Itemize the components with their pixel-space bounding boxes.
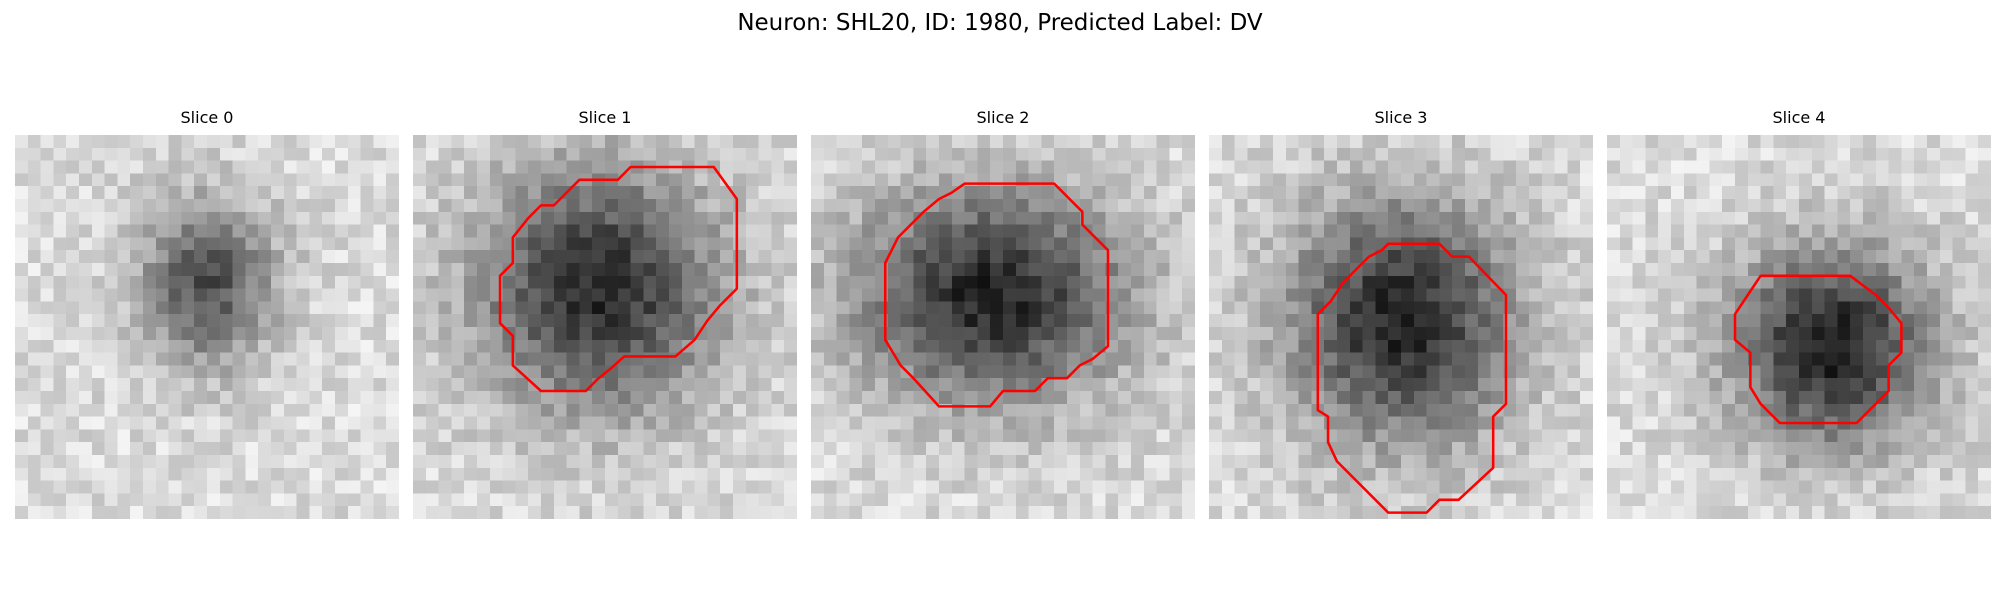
panel-title: Slice 0 bbox=[180, 108, 234, 127]
panel-title: Slice 2 bbox=[976, 108, 1030, 127]
roi-contour bbox=[1316, 242, 1508, 514]
panel-title: Slice 1 bbox=[578, 108, 632, 127]
slice-image bbox=[1607, 135, 1991, 519]
panel-title: Slice 3 bbox=[1374, 108, 1428, 127]
slice-image bbox=[413, 135, 797, 519]
roi-contour bbox=[883, 182, 1110, 408]
roi-contour bbox=[498, 165, 739, 393]
slice-image bbox=[811, 135, 1195, 519]
panel-title: Slice 4 bbox=[1772, 108, 1826, 127]
roi-contour bbox=[1733, 274, 1903, 425]
slice-image bbox=[15, 135, 399, 519]
figure-title: Neuron: SHL20, ID: 1980, Predicted Label… bbox=[737, 10, 1263, 36]
slice-image bbox=[1209, 135, 1593, 519]
